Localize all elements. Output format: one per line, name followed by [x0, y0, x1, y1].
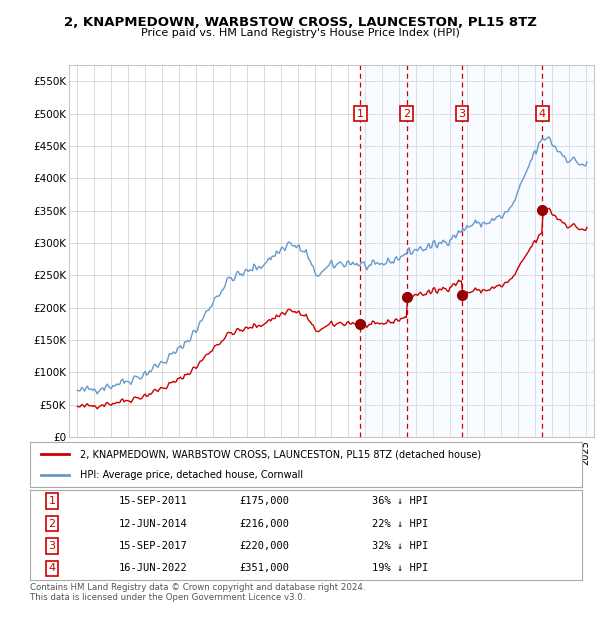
- Text: 2, KNAPMEDOWN, WARBSTOW CROSS, LAUNCESTON, PL15 8TZ: 2, KNAPMEDOWN, WARBSTOW CROSS, LAUNCESTO…: [64, 16, 536, 29]
- Text: £175,000: £175,000: [240, 496, 290, 506]
- Text: 12-JUN-2014: 12-JUN-2014: [118, 518, 187, 528]
- Text: 2: 2: [49, 518, 56, 528]
- Bar: [407, 65, 462, 437]
- Bar: [542, 65, 594, 437]
- Bar: [462, 65, 542, 437]
- Text: Price paid vs. HM Land Registry's House Price Index (HPI): Price paid vs. HM Land Registry's House …: [140, 28, 460, 38]
- Text: 4: 4: [49, 564, 56, 574]
- Text: £220,000: £220,000: [240, 541, 290, 551]
- Text: 36% ↓ HPI: 36% ↓ HPI: [372, 496, 428, 506]
- Text: £216,000: £216,000: [240, 518, 290, 528]
- Text: £351,000: £351,000: [240, 564, 290, 574]
- Text: 15-SEP-2011: 15-SEP-2011: [118, 496, 187, 506]
- Bar: [361, 65, 407, 437]
- Text: 16-JUN-2022: 16-JUN-2022: [118, 564, 187, 574]
- Text: 2, KNAPMEDOWN, WARBSTOW CROSS, LAUNCESTON, PL15 8TZ (detached house): 2, KNAPMEDOWN, WARBSTOW CROSS, LAUNCESTO…: [80, 449, 481, 459]
- Text: HPI: Average price, detached house, Cornwall: HPI: Average price, detached house, Corn…: [80, 469, 303, 480]
- Text: 22% ↓ HPI: 22% ↓ HPI: [372, 518, 428, 528]
- Text: 3: 3: [458, 108, 466, 118]
- Text: 1: 1: [357, 108, 364, 118]
- Text: 3: 3: [49, 541, 56, 551]
- Text: 4: 4: [539, 108, 546, 118]
- Text: Contains HM Land Registry data © Crown copyright and database right 2024.
This d: Contains HM Land Registry data © Crown c…: [30, 583, 365, 602]
- Text: 1: 1: [49, 496, 56, 506]
- Text: 15-SEP-2017: 15-SEP-2017: [118, 541, 187, 551]
- Text: 32% ↓ HPI: 32% ↓ HPI: [372, 541, 428, 551]
- Text: 2: 2: [403, 108, 410, 118]
- Text: 19% ↓ HPI: 19% ↓ HPI: [372, 564, 428, 574]
